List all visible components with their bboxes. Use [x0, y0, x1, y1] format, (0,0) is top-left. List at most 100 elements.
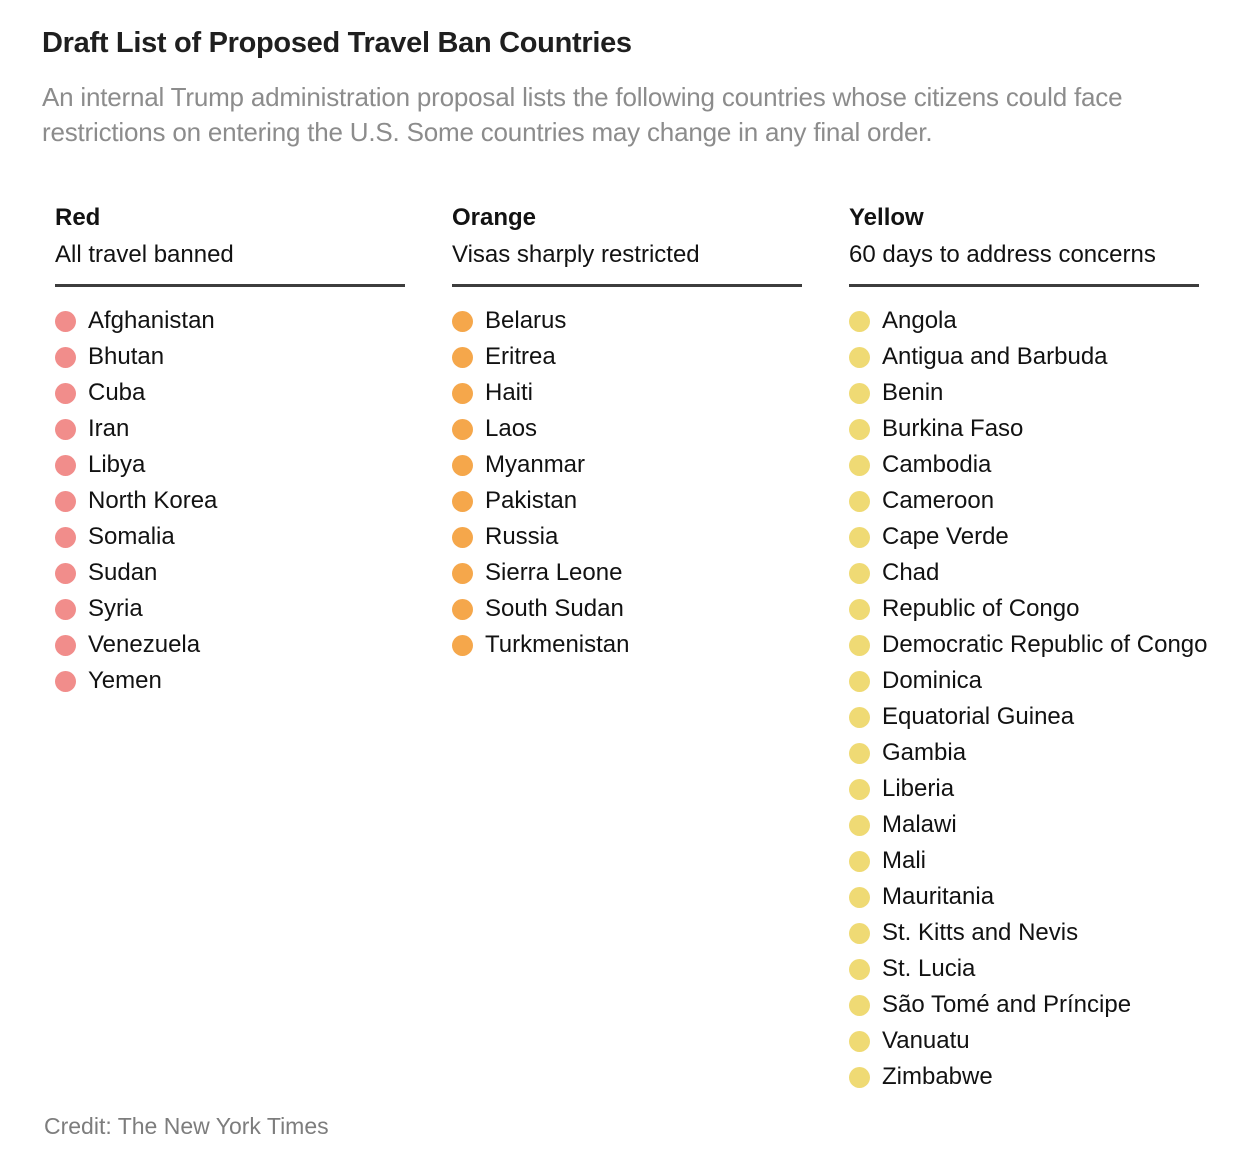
- country-label: Burkina Faso: [882, 415, 1024, 442]
- country-item: Yemen: [55, 663, 405, 699]
- category-dot-icon: [849, 1066, 870, 1088]
- category-dot-icon: [452, 490, 473, 512]
- country-label: Angola: [882, 307, 957, 334]
- country-item: North Korea: [55, 483, 405, 519]
- country-item: Syria: [55, 591, 405, 627]
- country-list: Angola Antigua and Barbuda Benin Burkina Fa…: [849, 303, 1208, 1095]
- category-dot-icon: [849, 598, 870, 620]
- category-column-orange: Orange Visas sharply restricted Belarus Eri…: [452, 206, 802, 1095]
- category-dot-icon: [849, 490, 870, 512]
- country-item: Russia: [452, 519, 802, 555]
- country-label: Iran: [88, 415, 130, 442]
- category-name: Orange: [452, 204, 537, 231]
- country-label: Belarus: [485, 307, 567, 334]
- country-label: North Korea: [88, 487, 218, 514]
- country-label: Pakistan: [485, 487, 578, 514]
- page-title: Draft List of Proposed Travel Ban Countr…: [42, 27, 632, 59]
- country-item: Cuba: [55, 375, 405, 411]
- category-dot-icon: [849, 958, 870, 980]
- country-item: Dominica: [849, 663, 1199, 699]
- country-item: Venezuela: [55, 627, 405, 663]
- category-dot-icon: [452, 346, 473, 368]
- country-label: Eritrea: [485, 343, 556, 370]
- country-item: Somalia: [55, 519, 405, 555]
- country-label: South Sudan: [485, 595, 624, 622]
- country-label: Cambodia: [882, 451, 992, 478]
- country-item: Pakistan: [452, 483, 802, 519]
- category-dot-icon: [452, 418, 473, 440]
- country-item: Antigua and Barbuda: [849, 339, 1199, 375]
- country-item: Republic of Congo: [849, 591, 1199, 627]
- category-dot-icon: [55, 454, 76, 476]
- country-label: Antigua and Barbuda: [882, 343, 1108, 370]
- category-dot-icon: [55, 634, 76, 656]
- category-dot-icon: [452, 562, 473, 584]
- country-label: Venezuela: [88, 631, 201, 658]
- category-dot-icon: [849, 634, 870, 656]
- country-item: South Sudan: [452, 591, 802, 627]
- category-dot-icon: [55, 526, 76, 548]
- category-description: All travel banned: [55, 241, 234, 268]
- country-list: Afghanistan Bhutan Cuba Iran Libya North Kore…: [55, 303, 405, 699]
- country-item: Afghanistan: [55, 303, 405, 339]
- country-item: Vanuatu: [849, 1023, 1199, 1059]
- country-item: Cape Verde: [849, 519, 1199, 555]
- country-item: Gambia: [849, 735, 1199, 771]
- country-item: Democratic Republic of Congo: [849, 627, 1208, 663]
- country-item: Sierra Leone: [452, 555, 802, 591]
- country-item: Eritrea: [452, 339, 802, 375]
- country-label: Benin: [882, 379, 944, 406]
- category-dot-icon: [849, 742, 870, 764]
- category-dot-icon: [849, 454, 870, 476]
- category-columns: Red All travel banned Afghanistan Bhutan Cub…: [55, 206, 1228, 1095]
- category-dot-icon: [849, 418, 870, 440]
- country-item: Malawi: [849, 807, 1199, 843]
- country-item: Laos: [452, 411, 802, 447]
- category-dot-icon: [849, 1030, 870, 1052]
- category-dot-icon: [849, 562, 870, 584]
- country-label: Cape Verde: [882, 523, 1009, 550]
- category-dot-icon: [55, 562, 76, 584]
- country-item: St. Kitts and Nevis: [849, 915, 1199, 951]
- category-dot-icon: [849, 778, 870, 800]
- page-subtitle: An internal Trump administration proposa…: [42, 82, 1123, 147]
- country-item: Cameroon: [849, 483, 1199, 519]
- country-label: Dominica: [882, 667, 983, 694]
- country-label: Gambia: [882, 739, 967, 766]
- category-name: Yellow: [849, 204, 924, 231]
- country-label: Equatorial Guinea: [882, 703, 1075, 730]
- country-label: Somalia: [88, 523, 175, 550]
- category-dot-icon: [55, 490, 76, 512]
- country-item: Burkina Faso: [849, 411, 1199, 447]
- country-label: Yemen: [88, 667, 162, 694]
- category-dot-icon: [452, 526, 473, 548]
- category-dot-icon: [849, 706, 870, 728]
- country-item: Belarus: [452, 303, 802, 339]
- country-label: Cameroon: [882, 487, 995, 514]
- country-label: Mali: [882, 847, 927, 874]
- category-dot-icon: [849, 814, 870, 836]
- category-dot-icon: [849, 310, 870, 332]
- country-label: St. Kitts and Nevis: [882, 919, 1079, 946]
- country-item: Libya: [55, 447, 405, 483]
- country-label: Chad: [882, 559, 940, 586]
- country-item: Zimbabwe: [849, 1059, 1199, 1095]
- country-label: Democratic Republic of Congo: [882, 631, 1208, 658]
- category-dot-icon: [849, 526, 870, 548]
- country-label: Turkmenistan: [485, 631, 630, 658]
- country-label: Laos: [485, 415, 538, 442]
- column-rule: [55, 284, 405, 287]
- country-label: Haiti: [485, 379, 534, 406]
- country-label: Zimbabwe: [882, 1063, 993, 1090]
- country-label: Sierra Leone: [485, 559, 623, 586]
- category-column-yellow: Yellow 60 days to address concerns Angola A…: [849, 204, 1208, 1095]
- category-dot-icon: [849, 850, 870, 872]
- country-label: Bhutan: [88, 343, 165, 370]
- country-item: Angola: [849, 303, 1199, 339]
- country-item: Mauritania: [849, 879, 1199, 915]
- category-dot-icon: [452, 634, 473, 656]
- category-description: 60 days to address concerns: [849, 241, 1156, 268]
- country-item: São Tomé and Príncipe: [849, 987, 1199, 1023]
- country-label: St. Lucia: [882, 955, 976, 982]
- category-dot-icon: [55, 346, 76, 368]
